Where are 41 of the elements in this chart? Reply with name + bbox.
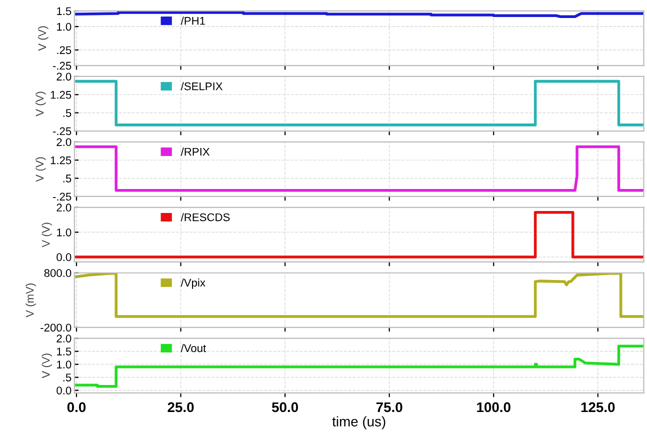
y-tick-label: 1.0	[57, 228, 72, 236]
y-tick-label: 2.0	[56, 334, 72, 342]
y-tick-label: -.25	[52, 192, 72, 201]
x-tick-label: 50.0	[272, 402, 298, 412]
legend-label: /Vpix	[180, 278, 206, 289]
y-tick-label: -200.0	[40, 324, 72, 332]
y-axis-title: V (V)	[38, 26, 48, 51]
y-tick-label: -.25	[52, 62, 72, 70]
y-tick-label: .25	[57, 46, 72, 54]
x-axis-title: time (us)	[332, 416, 386, 430]
y-tick-label: .5	[63, 374, 72, 382]
y-tick-label: 1.0	[57, 22, 72, 31]
x-tick-label: 100.0	[477, 402, 510, 412]
y-tick-label: -.25	[52, 127, 72, 136]
y-tick-label: 0.0	[56, 386, 72, 394]
legend-label: /SELPIX	[180, 82, 223, 90]
y-axis-title: V (mV)	[26, 284, 36, 318]
y-tick-label: 1.0	[57, 360, 72, 368]
y-axis-title: V (V)	[35, 92, 46, 116]
y-axis-title: V (V)	[42, 354, 52, 378]
y-tick-label: 2.0	[56, 72, 72, 81]
y-tick-label: .5	[63, 109, 72, 117]
x-tick-label: 25.0	[168, 402, 194, 412]
legend-label: /RPIX	[180, 148, 210, 156]
y-tick-label: 1.25	[50, 90, 72, 99]
y-tick-label: .5	[63, 174, 72, 182]
y-tick-label: 0.0	[56, 253, 72, 262]
y-tick-label: 800.0	[44, 269, 72, 278]
y-tick-label: 1.25	[50, 156, 72, 164]
x-tick-label: 125.0	[581, 402, 615, 412]
y-tick-label: 2.0	[56, 204, 72, 212]
y-axis-title: V (V)	[35, 157, 46, 182]
y-tick-label: 1.5	[57, 7, 72, 16]
y-tick-label: 1.5	[57, 348, 72, 356]
line-series	[75, 344, 644, 388]
legend-label: /PH1	[180, 16, 205, 25]
x-tick-label: 75.0	[376, 402, 402, 412]
legend-label: /Vout	[180, 344, 206, 352]
y-axis-title: V (V)	[42, 222, 52, 248]
y-tick-label: 2.0	[56, 138, 72, 146]
legend-label: /RESCDS	[180, 213, 230, 222]
